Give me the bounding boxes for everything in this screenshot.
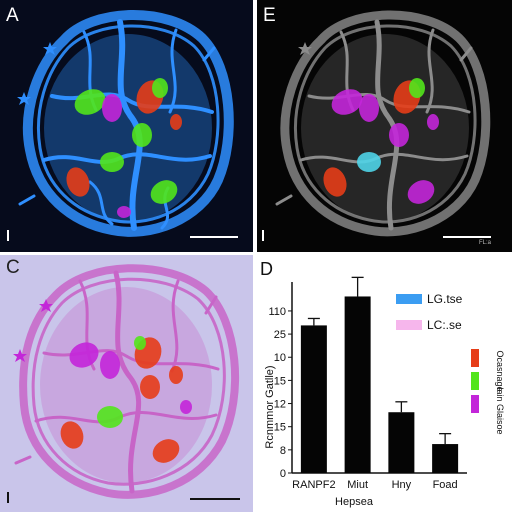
y-tick-label: 15 (274, 375, 286, 387)
panel-a-micrograph (0, 0, 253, 252)
panel-e-scale-bar (443, 236, 491, 238)
bar (344, 296, 371, 473)
x-tick-label: Hny (392, 479, 412, 491)
side-legend-swatch-green (471, 372, 479, 390)
x-tick-label: Foad (433, 479, 458, 491)
panel-a: A (0, 0, 253, 252)
panel-c-label: C (6, 257, 20, 278)
x-axis-title: Hepsea (335, 496, 374, 508)
y-tick-label: 8 (280, 445, 286, 457)
legend-label-lgtse: LG.tse (427, 292, 463, 306)
panel-e: E FL:a (257, 0, 512, 252)
panel-c-scale-bar (190, 498, 240, 500)
side-legend-text-bottom: lain Glaisoe (495, 387, 505, 434)
bar-chart: D Rcnmmor Gatlle) Hepsea LG.tse LC:.se O… (260, 259, 505, 508)
panel-c-micrograph (0, 255, 253, 512)
panel-c-corner-mark (7, 492, 9, 503)
y-tick-label: 0 (280, 468, 286, 480)
bar (388, 412, 415, 473)
legend-label-lcse: LC:.se (427, 318, 462, 332)
y-axis-title: Rcnmmor Gatlle) (264, 365, 276, 448)
x-tick-label: RANPF2 (292, 479, 335, 491)
bar (432, 444, 459, 473)
panel-a-corner-mark (7, 230, 9, 241)
bar (300, 325, 327, 473)
y-tick-label: 10 (274, 352, 286, 364)
legend-swatch-lgtse (396, 294, 422, 304)
panel-a-label: A (6, 5, 19, 26)
side-legend-text-top: Ocasnage (495, 350, 505, 391)
panel-e-scale-text: FL:a (479, 240, 492, 246)
panel-d: D Rcnmmor Gatlle) Hepsea LG.tse LC:.se O… (257, 255, 512, 512)
panel-c: C (0, 255, 253, 512)
side-legend-swatch-red (471, 349, 479, 367)
y-tick-label: 15 (274, 422, 286, 434)
panel-d-label: D (260, 259, 273, 279)
panel-e-corner-mark (262, 230, 264, 241)
y-tick-label: 12 (274, 399, 286, 411)
y-tick-label: 25 (274, 329, 286, 341)
legend-swatch-lcse (396, 320, 422, 330)
y-tick-label: 110 (268, 306, 286, 318)
panel-e-label: E (263, 5, 276, 26)
x-tick-label: Miut (347, 479, 368, 491)
side-legend-swatch-magenta (471, 395, 479, 413)
panel-e-micrograph (257, 0, 512, 252)
panel-a-scale-bar (190, 236, 238, 238)
